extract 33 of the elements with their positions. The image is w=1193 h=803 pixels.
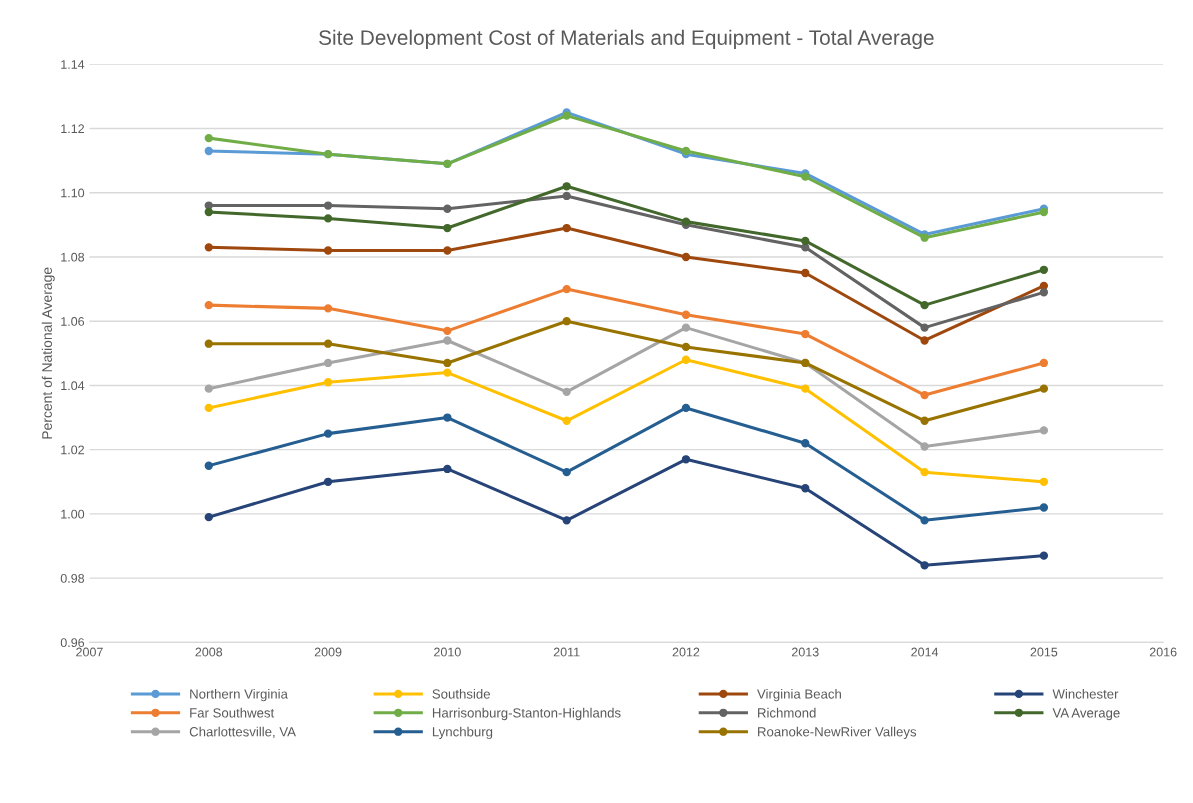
x-tick-label: 2007 — [76, 647, 103, 657]
legend-label: Roanoke-NewRiver Valleys — [758, 726, 917, 740]
legend-label: VA Average — [1052, 708, 1120, 721]
y-tick-label: 1.00 — [61, 509, 85, 519]
legend-label: Virginia Beach — [757, 688, 841, 702]
y-tick-label: 1.14 — [61, 60, 85, 69]
legend-label: Lynchburg — [432, 726, 493, 740]
x-tick-label: 2010 — [434, 647, 461, 657]
y-tick-label: 1.06 — [61, 317, 85, 326]
y-tick-label: 0.96 — [60, 638, 85, 648]
legend-label: Northern Virginia — [190, 688, 288, 702]
x-tick-label: 2015 — [1030, 647, 1058, 657]
y-tick-label: 0.98 — [60, 573, 85, 583]
legend-label: Far Southwest — [190, 707, 275, 718]
x-tick-label: 2008 — [195, 647, 223, 657]
x-tick-label: 2012 — [672, 647, 700, 657]
legend-label: Winchester — [1052, 688, 1119, 699]
x-tick-label: 2011 — [553, 647, 580, 657]
x-tick-label: 2013 — [792, 647, 819, 657]
y-tick-label: 1.12 — [61, 124, 84, 134]
legend-label: Harrisonburg-Stanton-Highlands — [432, 707, 621, 721]
y-tick-label: 1.10 — [61, 188, 85, 198]
legend-label: Richmond — [758, 707, 816, 718]
x-tick-label: 2016 — [1149, 647, 1177, 657]
legend-label: Charlottesville, VA — [189, 726, 296, 739]
chart-title: Site Development Cost of Materials and Equipment - Total Average — [319, 29, 934, 50]
legend-label: Southside — [432, 688, 490, 699]
y-tick-label: 1.08 — [61, 252, 85, 262]
x-tick-label: 2009 — [314, 647, 342, 657]
y-tick-label: 1.04 — [61, 381, 85, 391]
x-tick-label: 2014 — [911, 647, 939, 657]
y-tick-label: 1.02 — [61, 445, 84, 455]
y-axis-title: Percent of National Average — [41, 267, 55, 439]
